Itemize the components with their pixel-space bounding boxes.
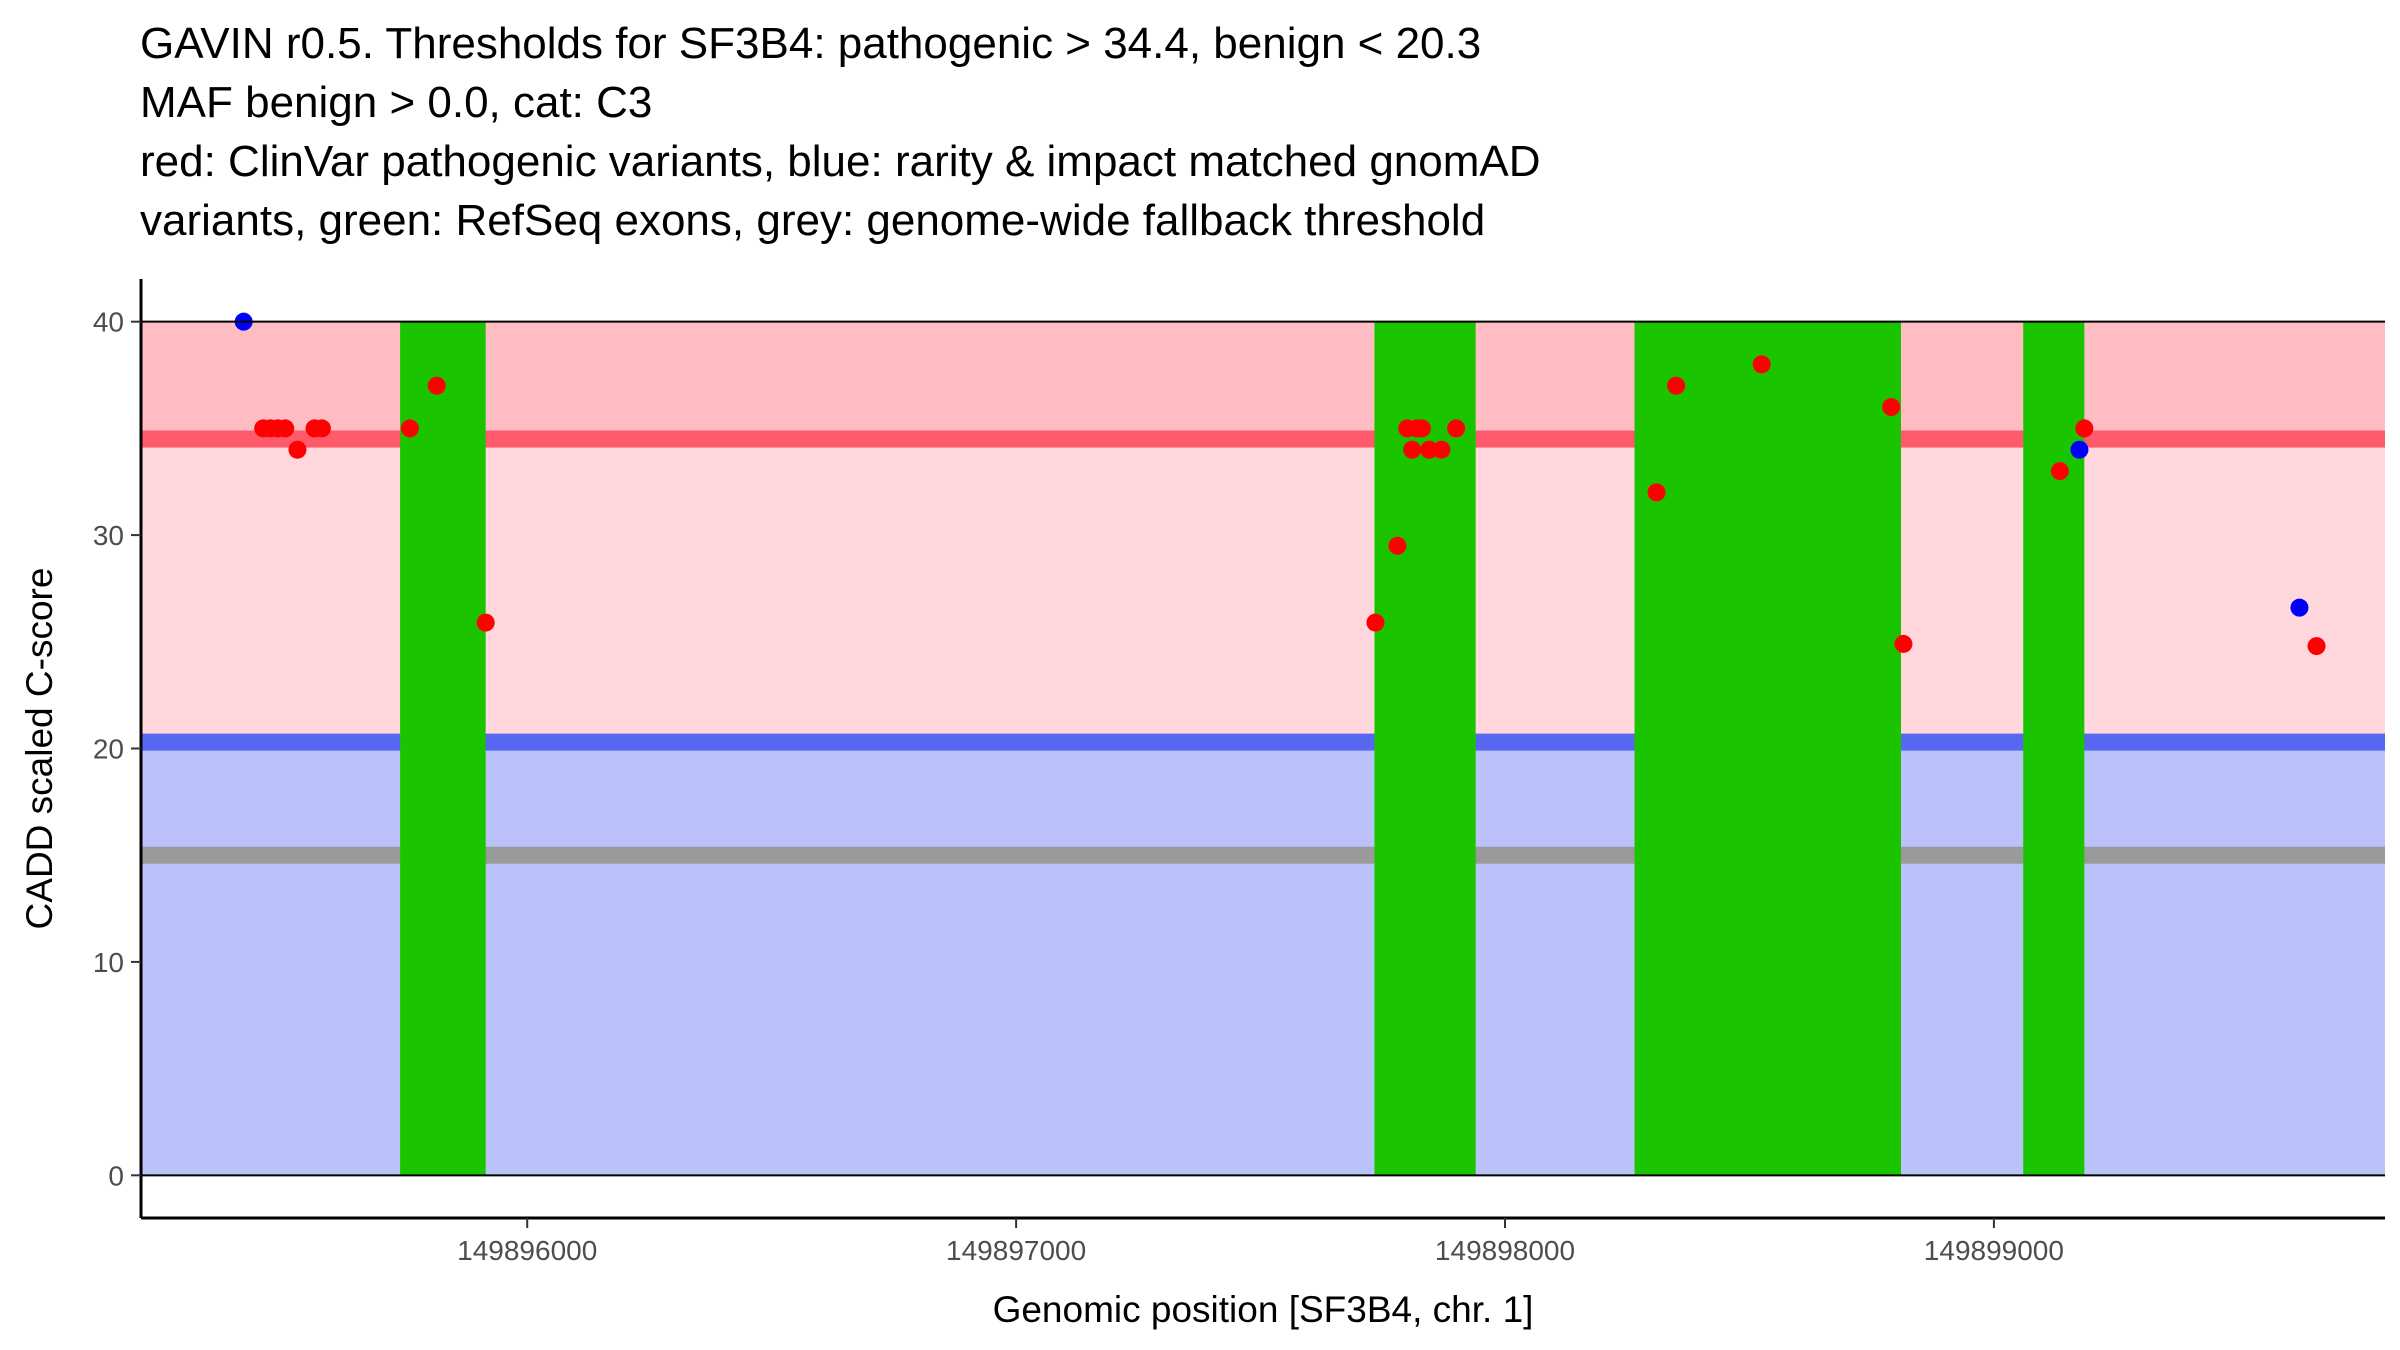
clinvar-point [1752,355,1771,374]
clinvar-point [2075,419,2094,438]
clinvar-point [476,613,495,632]
clinvar-point [276,419,295,438]
gnomad-point [2070,440,2089,459]
clinvar-point [1647,483,1666,502]
title-line-1: GAVIN r0.5. Thresholds for SF3B4: pathog… [140,19,1482,68]
title-line-2: MAF benign > 0.0, cat: C3 [140,78,653,127]
clinvar-point [2050,462,2069,481]
clinvar-point [1667,376,1686,395]
variant-points [234,312,2326,656]
exon-band-2 [1374,321,1476,1176]
gnomad-point [2290,598,2309,617]
y-tick-label: 10 [93,947,124,978]
score-regions [141,321,2385,1176]
benign-region [141,742,2385,1176]
pathogenic-region [141,321,2385,442]
clinvar-point [1403,440,1422,459]
exon-band-1 [400,321,486,1176]
y-tick-label: 0 [108,1160,124,1191]
y-tick-label: 20 [93,734,124,765]
clinvar-point [2307,637,2326,656]
clinvar-point [400,419,419,438]
axes: 0 10 20 30 40 149896000 149897000 149898000 1498… [93,279,2385,1266]
clinvar-point [288,440,307,459]
clinvar-point [1432,440,1451,459]
title-line-3: red: ClinVar pathogenic variants, blue: … [140,137,1541,186]
title-line-4: variants, green: RefSeq exons, grey: gen… [140,196,1486,245]
clinvar-point [1366,613,1385,632]
chart-title: GAVIN r0.5. Thresholds for SF3B4: pathog… [140,14,1541,250]
exon-band-3 [1634,321,1901,1176]
clinvar-point [1894,634,1913,653]
clinvar-point [1447,419,1466,438]
y-tick-label: 30 [93,520,124,551]
clinvar-point [1882,398,1901,417]
x-axis-title: Genomic position [SF3B4, chr. 1] [993,1289,1534,1330]
clinvar-point [427,376,446,395]
clinvar-point [1412,419,1431,438]
x-tick-label: 149899000 [1924,1235,2064,1266]
exon-bands [400,321,2085,1176]
x-tick-label: 149897000 [946,1235,1086,1266]
exon-band-4 [2023,321,2085,1176]
vus-region [141,441,2385,743]
x-tick-label: 149898000 [1435,1235,1575,1266]
y-axis-title: CADD scaled C-score [19,568,60,930]
x-tick-label: 149896000 [457,1235,597,1266]
y-tick-label: 40 [93,307,124,338]
clinvar-point [1388,536,1407,555]
clinvar-point [312,419,331,438]
